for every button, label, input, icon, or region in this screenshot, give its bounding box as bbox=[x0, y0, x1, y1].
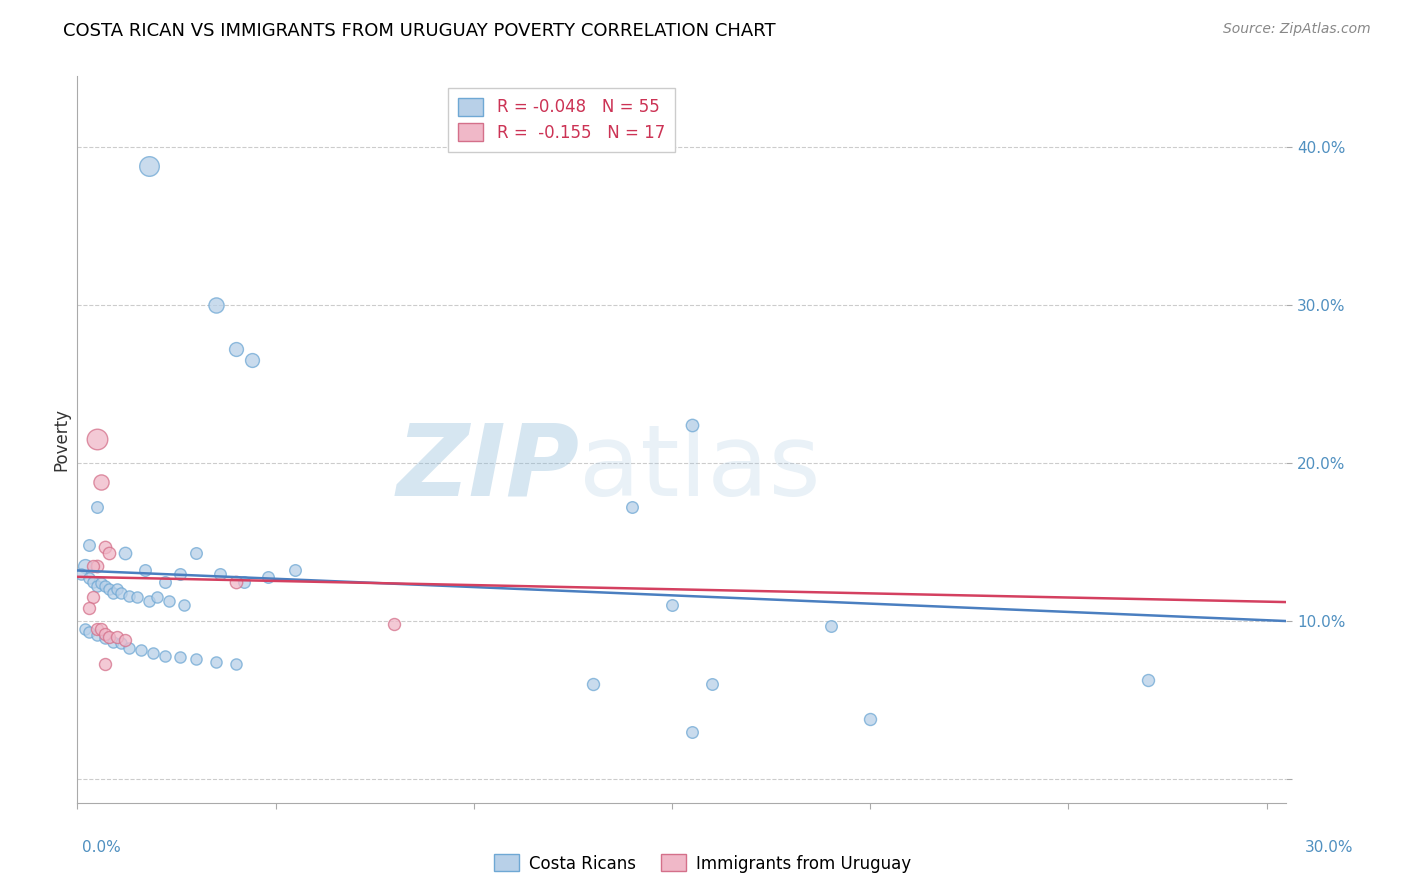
Point bbox=[859, 712, 882, 726]
Legend: Costa Ricans, Immigrants from Uruguay: Costa Ricans, Immigrants from Uruguay bbox=[488, 847, 918, 880]
Point bbox=[105, 630, 128, 644]
Point bbox=[284, 564, 307, 578]
Point bbox=[77, 538, 100, 552]
Point bbox=[98, 630, 121, 644]
Point bbox=[86, 500, 108, 515]
Point bbox=[232, 574, 254, 589]
Point bbox=[98, 582, 121, 597]
Point bbox=[256, 570, 278, 584]
Point bbox=[101, 634, 124, 648]
Point bbox=[82, 591, 104, 605]
Point bbox=[153, 574, 176, 589]
Point bbox=[114, 546, 136, 560]
Text: ZIP: ZIP bbox=[396, 420, 579, 516]
Point bbox=[145, 591, 167, 605]
Point bbox=[681, 418, 703, 433]
Point bbox=[205, 655, 228, 669]
Point bbox=[77, 601, 100, 615]
Text: Source: ZipAtlas.com: Source: ZipAtlas.com bbox=[1223, 22, 1371, 37]
Point bbox=[157, 593, 180, 607]
Point bbox=[138, 159, 160, 173]
Point bbox=[94, 632, 117, 646]
Point bbox=[82, 574, 104, 589]
Point bbox=[114, 633, 136, 648]
Point bbox=[384, 617, 406, 632]
Point bbox=[700, 677, 723, 691]
Point bbox=[86, 433, 108, 447]
Point bbox=[169, 566, 191, 581]
Y-axis label: Poverty: Poverty bbox=[52, 408, 70, 471]
Point bbox=[661, 599, 683, 613]
Point bbox=[142, 646, 165, 660]
Point bbox=[86, 558, 108, 573]
Point bbox=[86, 622, 108, 636]
Point bbox=[90, 622, 112, 636]
Point bbox=[98, 546, 121, 560]
Point bbox=[125, 591, 148, 605]
Point bbox=[75, 558, 97, 573]
Point bbox=[134, 564, 156, 578]
Point bbox=[86, 579, 108, 593]
Point bbox=[205, 298, 228, 312]
Point bbox=[209, 566, 232, 581]
Text: atlas: atlas bbox=[579, 420, 821, 516]
Point bbox=[153, 648, 176, 663]
Point bbox=[820, 619, 842, 633]
Legend: R = -0.048   N = 55, R =  -0.155   N = 17: R = -0.048 N = 55, R = -0.155 N = 17 bbox=[449, 87, 675, 152]
Point bbox=[94, 657, 117, 671]
Point bbox=[82, 558, 104, 573]
Point bbox=[582, 677, 605, 691]
Point bbox=[110, 636, 132, 650]
Point bbox=[118, 589, 141, 603]
Point bbox=[101, 585, 124, 599]
Point bbox=[138, 593, 160, 607]
Point bbox=[186, 652, 208, 666]
Point bbox=[94, 540, 117, 554]
Point bbox=[77, 571, 100, 585]
Point bbox=[77, 625, 100, 640]
Point bbox=[110, 585, 132, 599]
Point bbox=[129, 642, 152, 657]
Point bbox=[105, 582, 128, 597]
Point bbox=[169, 650, 191, 665]
Text: COSTA RICAN VS IMMIGRANTS FROM URUGUAY POVERTY CORRELATION CHART: COSTA RICAN VS IMMIGRANTS FROM URUGUAY P… bbox=[63, 22, 776, 40]
Text: 0.0%: 0.0% bbox=[82, 840, 121, 855]
Point bbox=[1136, 673, 1159, 687]
Point bbox=[621, 500, 644, 515]
Point bbox=[90, 576, 112, 591]
Point bbox=[86, 628, 108, 642]
Point bbox=[225, 657, 247, 671]
Point bbox=[118, 640, 141, 655]
Point bbox=[186, 546, 208, 560]
Text: 30.0%: 30.0% bbox=[1305, 840, 1353, 855]
Point bbox=[94, 626, 117, 640]
Point bbox=[225, 574, 247, 589]
Point bbox=[240, 353, 263, 368]
Point bbox=[173, 599, 195, 613]
Point bbox=[225, 343, 247, 357]
Point bbox=[70, 566, 93, 581]
Point bbox=[681, 724, 703, 739]
Point bbox=[75, 622, 97, 636]
Point bbox=[90, 475, 112, 489]
Point bbox=[94, 579, 117, 593]
